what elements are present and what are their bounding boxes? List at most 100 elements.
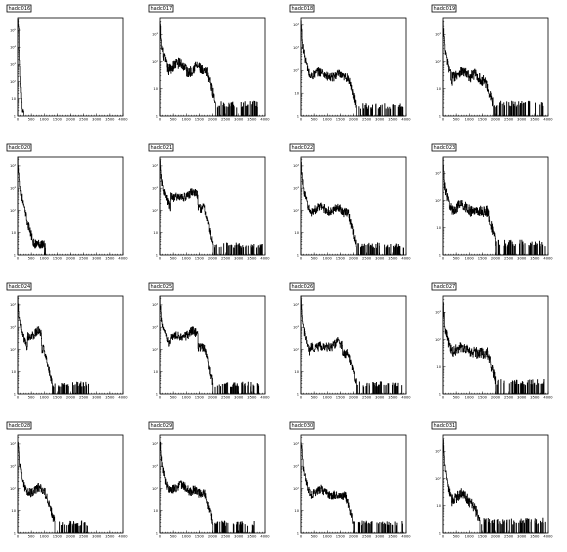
y-tick-label: 1 <box>156 114 158 118</box>
x-tick-label: 4000 <box>543 396 553 400</box>
x-tick-label: 3000 <box>517 118 527 122</box>
y-tick-label: 10² <box>293 209 300 213</box>
y-tick-label: 10² <box>152 348 159 352</box>
x-tick-label: 4000 <box>543 118 553 122</box>
y-tick-label: 1 <box>156 253 158 257</box>
plot-frame <box>17 295 124 395</box>
panel-title-box <box>289 143 315 152</box>
y-tick-label: 10² <box>10 80 17 84</box>
x-tick-label: 1500 <box>336 396 346 400</box>
y-tick-label: 1 <box>156 531 158 535</box>
x-tick-label: 3000 <box>517 396 527 400</box>
x-tick-label: 1500 <box>336 535 346 539</box>
x-tick-label: 2500 <box>362 257 372 261</box>
y-tick-label: 10² <box>152 60 159 64</box>
panel-title-box <box>431 282 457 291</box>
histogram-trace <box>17 296 90 395</box>
plot-frame <box>442 434 549 534</box>
x-tick-label: 1500 <box>53 257 63 261</box>
x-tick-label: 2000 <box>349 535 359 539</box>
panel-title-box <box>148 421 174 430</box>
x-tick-label: 4000 <box>118 396 128 400</box>
x-tick-label: 0 <box>159 535 162 539</box>
x-tick-label: 4000 <box>543 257 553 261</box>
panel-title: hadc028 <box>9 423 31 429</box>
y-tick-label: 10² <box>10 487 17 491</box>
x-tick-label: 0 <box>300 396 303 400</box>
histogram-panel: hadc027 0 500 1000 1500 2000 2500 3000 3500 4000 1… <box>431 282 553 400</box>
x-tick-label: 3500 <box>247 118 257 122</box>
x-tick-label: 2500 <box>362 535 372 539</box>
x-tick-label: 0 <box>300 257 303 261</box>
y-tick-label: 10³ <box>10 186 17 190</box>
histogram-panel: hadc030 0 500 1000 1500 2000 2500 3000 3500 4000 1… <box>289 421 411 539</box>
x-tick-label: 500 <box>170 535 178 539</box>
y-tick-label: 10³ <box>435 33 442 37</box>
x-tick-label: 4000 <box>260 257 270 261</box>
y-tick-label: 10 <box>436 226 441 230</box>
x-tick-label: 3500 <box>530 257 540 261</box>
x-tick-label: 0 <box>300 535 303 539</box>
y-tick-label: 10³ <box>10 63 17 67</box>
x-tick-label: 2000 <box>66 118 76 122</box>
x-tick-label: 1500 <box>195 535 205 539</box>
x-tick-label: 2000 <box>66 396 76 400</box>
x-tick-label: 3000 <box>517 257 527 261</box>
x-tick-label: 500 <box>28 118 36 122</box>
x-tick-label: 3000 <box>517 535 527 539</box>
panel-title: hadc025 <box>151 284 173 290</box>
x-tick-label: 4000 <box>118 257 128 261</box>
histogram-panel: hadc019 0 500 1000 1500 2000 2500 3000 3500 4000 1… <box>431 4 553 122</box>
y-tick-label: 10⁴ <box>10 303 17 307</box>
panel-title-box <box>148 143 174 152</box>
x-tick-label: 3000 <box>92 118 102 122</box>
x-tick-label: 1500 <box>195 396 205 400</box>
x-tick-label: 3500 <box>388 396 398 400</box>
panel-title-box <box>6 421 32 430</box>
panel-title-box <box>148 4 174 13</box>
x-tick-label: 500 <box>28 535 36 539</box>
x-tick-label: 500 <box>170 118 178 122</box>
y-tick-label: 1 <box>439 392 441 396</box>
y-tick-label: 10² <box>435 477 442 481</box>
panel-title: hadc021 <box>151 145 173 151</box>
x-tick-label: 1500 <box>195 257 205 261</box>
y-tick-label: 10³ <box>152 186 159 190</box>
y-tick-label: 10 <box>436 365 441 369</box>
x-tick-label: 0 <box>17 396 20 400</box>
x-tick-label: 1000 <box>465 396 475 400</box>
panel-title: hadc031 <box>434 423 456 429</box>
x-tick-label: 1500 <box>478 118 488 122</box>
x-tick-label: 500 <box>453 257 461 261</box>
panel-title-box <box>431 4 457 13</box>
y-tick-label: 10⁴ <box>293 23 300 27</box>
y-tick-label: 10 <box>153 370 158 374</box>
x-tick-label: 1000 <box>323 396 333 400</box>
y-tick-label: 10⁴ <box>152 164 159 168</box>
histogram-trace <box>442 157 546 256</box>
x-tick-label: 3000 <box>234 257 244 261</box>
y-tick-label: 10⁴ <box>10 164 17 168</box>
x-tick-label: 1000 <box>40 535 50 539</box>
x-tick-label: 1000 <box>323 535 333 539</box>
x-tick-label: 3500 <box>388 118 398 122</box>
x-tick-label: 3500 <box>247 396 257 400</box>
x-tick-label: 1000 <box>465 257 475 261</box>
x-tick-label: 0 <box>159 118 162 122</box>
histogram-trace <box>159 441 255 534</box>
x-tick-label: 1000 <box>182 396 192 400</box>
panel-title: hadc026 <box>292 284 314 290</box>
x-tick-label: 4000 <box>260 396 270 400</box>
x-tick-label: 3000 <box>375 535 385 539</box>
panel-title: hadc029 <box>151 423 173 429</box>
panel-title: hadc027 <box>434 284 456 290</box>
y-tick-label: 10⁴ <box>293 164 300 168</box>
x-tick-label: 4000 <box>401 118 411 122</box>
x-tick-label: 1500 <box>336 118 346 122</box>
x-tick-label: 3500 <box>247 257 257 261</box>
histogram-panel: hadc023 0 500 1000 1500 2000 2500 3000 3500 4000 1… <box>431 143 553 261</box>
x-tick-label: 1500 <box>53 396 63 400</box>
y-tick-label: 10³ <box>152 33 159 37</box>
x-tick-label: 1500 <box>478 396 488 400</box>
